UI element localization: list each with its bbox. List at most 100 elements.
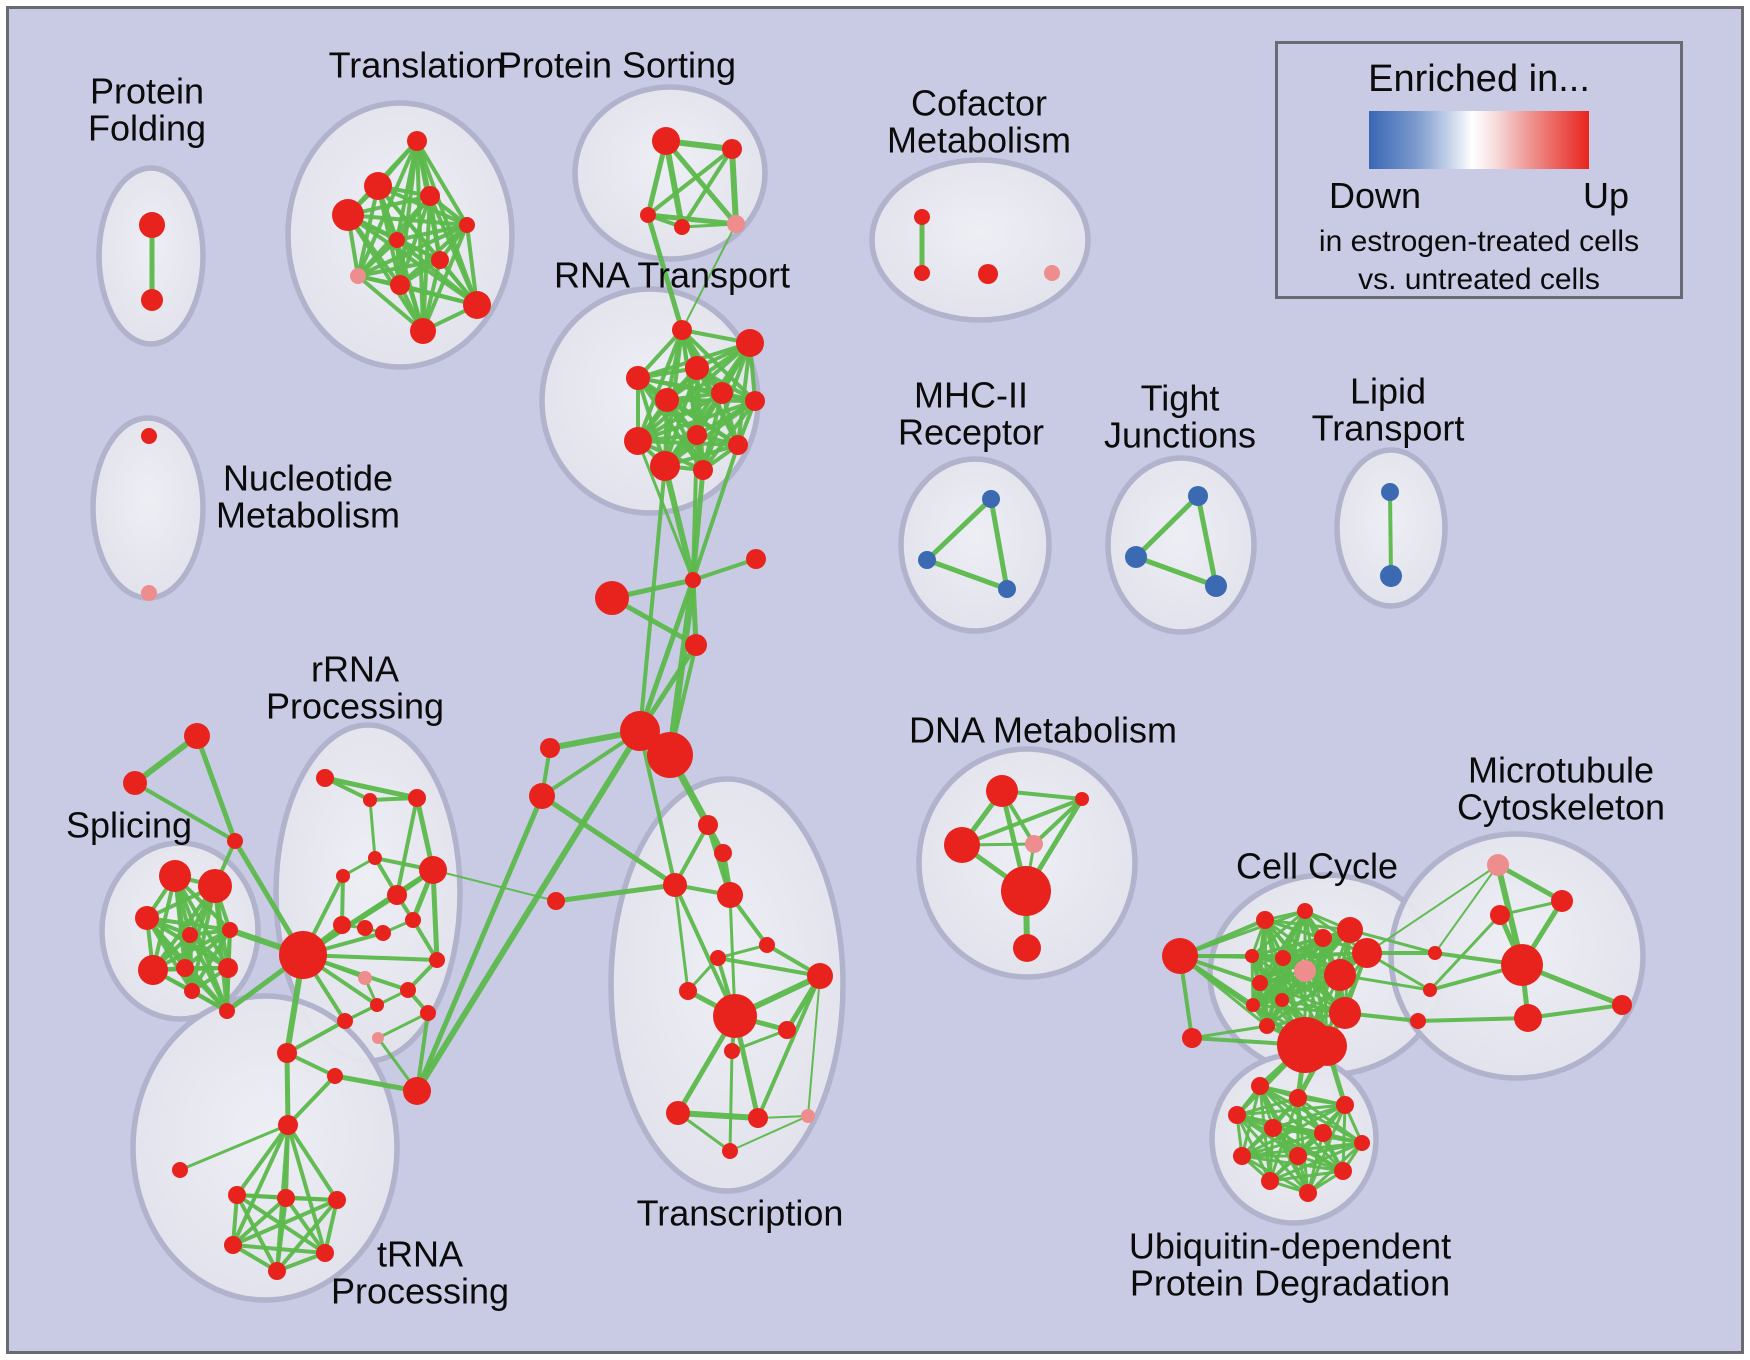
edge [1496, 862, 1564, 904]
gene-set-node [1352, 938, 1382, 968]
edge [356, 274, 425, 333]
legend-down-label: Down [1329, 175, 1422, 216]
gene-set-node [1261, 1172, 1279, 1190]
gene-set-node [748, 1108, 768, 1128]
edge [133, 781, 237, 843]
gene-set-node [746, 549, 766, 569]
edge [1134, 494, 1200, 559]
gene-set-node [405, 912, 421, 928]
gene-set-node [655, 388, 679, 412]
edge [666, 579, 697, 756]
gene-set-node [141, 428, 157, 444]
cluster-label-rna-transport: RNA Transport [554, 255, 790, 296]
edge [1297, 1141, 1363, 1158]
gene-set-node [1182, 1028, 1202, 1048]
gene-set-node [184, 983, 200, 999]
edge [183, 966, 229, 1013]
gene-set-node [801, 1109, 815, 1123]
edge [1417, 1016, 1529, 1023]
gene-set-node [350, 268, 366, 284]
edge [1241, 1103, 1346, 1158]
gene-set-node [1294, 960, 1316, 982]
cluster-label-translation: Translation [329, 45, 506, 86]
gene-set-node [1428, 946, 1442, 960]
edge [637, 579, 696, 732]
gene-set-node [139, 212, 165, 238]
gene-set-node [672, 320, 692, 340]
edge [638, 465, 667, 732]
cluster-label-ubiquitin-degradation: Protein Degradation [1130, 1263, 1450, 1304]
edge [284, 1196, 327, 1255]
gene-set-node [407, 131, 427, 151]
legend-note-line1: in estrogen-treated cells [1318, 225, 1640, 258]
gene-set-node [328, 1191, 346, 1209]
edge [638, 730, 677, 886]
gene-set-node [759, 937, 775, 953]
cluster-label-cofactor-metabolism: Metabolism [887, 120, 1071, 161]
gene-set-node [529, 783, 555, 809]
gene-set-node [403, 1077, 431, 1105]
edge [179, 1123, 289, 1172]
gene-set-node [400, 982, 416, 998]
cluster-label-splicing: Splicing [66, 805, 192, 846]
edge [1236, 1103, 1346, 1117]
edge [235, 1123, 290, 1197]
edge [146, 916, 231, 932]
gene-set-node [141, 289, 163, 311]
gene-set-node [332, 199, 364, 231]
gene-set-node [337, 1013, 353, 1029]
gene-set-node [408, 789, 426, 807]
gene-set-node [184, 723, 210, 749]
gene-set-node [176, 959, 194, 977]
edge [663, 140, 685, 228]
gene-set-node [1297, 903, 1313, 919]
edge [1195, 495, 1219, 587]
gene-set-node [1233, 1147, 1251, 1165]
edge [701, 399, 757, 472]
gene-set-node [1256, 911, 1274, 929]
gene-set-node [1228, 1106, 1246, 1124]
edge [636, 440, 695, 581]
cluster-label-lipid-transport: Transport [1312, 408, 1465, 449]
gene-set-node [1264, 1119, 1282, 1137]
edge [691, 434, 699, 581]
cluster-label-cell-cycle: Cell Cycle [1236, 846, 1398, 887]
gene-set-node [1307, 1026, 1347, 1066]
gene-set-node [1246, 998, 1260, 1012]
gene-set-node [268, 1262, 286, 1280]
gene-set-node [1289, 1147, 1307, 1165]
cluster-label-microtubule-cytoskeleton: Cytoskeleton [1457, 787, 1665, 828]
edge [356, 238, 399, 278]
gene-set-node [674, 219, 690, 235]
edge [637, 439, 739, 447]
cluster-label-tight-junctions: Tight [1141, 378, 1220, 419]
legend-up-label: Up [1582, 175, 1629, 216]
gene-set-node [1514, 1004, 1542, 1032]
cluster-label-dna-metabolism: DNA Metabolism [909, 710, 1177, 751]
gene-set-node [1501, 944, 1543, 986]
cluster-label-protein-folding: Protein [90, 71, 204, 112]
gene-set-node [316, 769, 334, 787]
edge [347, 213, 468, 227]
gene-set-node [717, 882, 743, 908]
gene-set-node [141, 585, 157, 601]
cluster-label-protein-sorting: Protein Sorting [498, 45, 736, 86]
edge [926, 557, 1008, 592]
edge [731, 1028, 788, 1053]
gene-set-node [1336, 1096, 1354, 1114]
edge [636, 341, 752, 443]
gene-set-node [327, 1068, 343, 1084]
cluster-label-rrna-processing: Processing [266, 686, 444, 727]
gene-set-node [224, 1236, 242, 1254]
legend-gradient-bar [1369, 111, 1589, 169]
gene-set-node [277, 1043, 297, 1063]
gene-set-node [710, 950, 726, 966]
gene-set-node [1354, 1135, 1370, 1151]
edge [691, 444, 740, 581]
gene-set-node [387, 885, 407, 905]
edge [1428, 913, 1502, 992]
edge [395, 239, 425, 332]
gene-set-node [914, 265, 930, 281]
cluster-label-mhc-ii-receptor: Receptor [898, 412, 1044, 453]
